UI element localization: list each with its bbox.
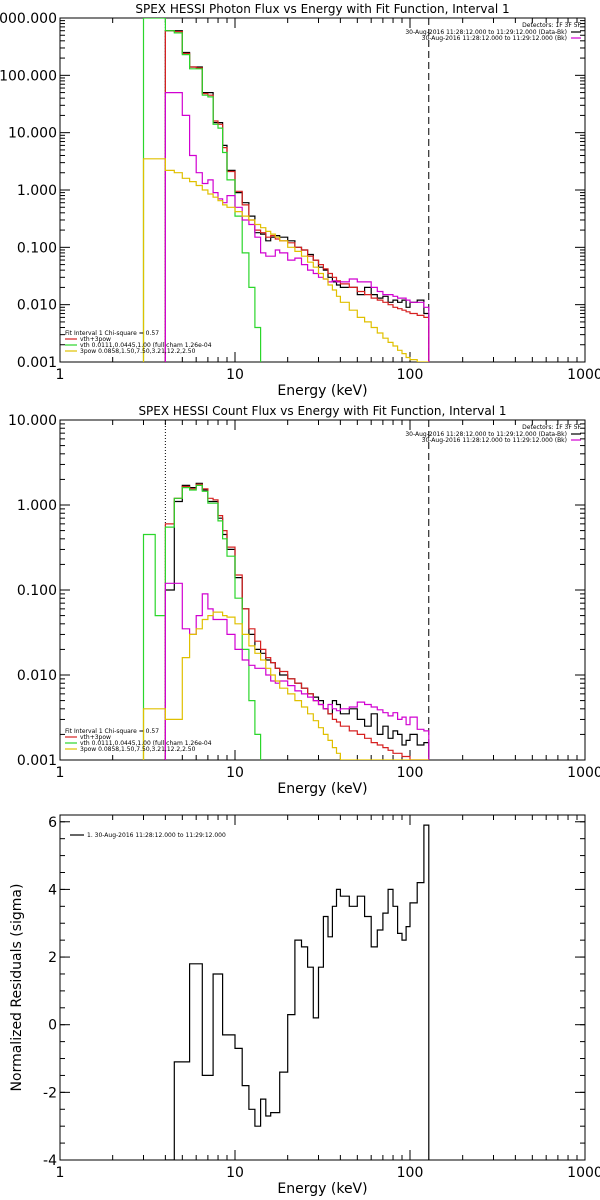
count-series-2 <box>142 484 262 760</box>
count-x-tick-label: 100 <box>397 765 424 781</box>
count-y-tick-label: 10.000 <box>8 413 57 429</box>
count-panel: SPEX HESSI Count Flux vs Energy with Fit… <box>8 404 600 797</box>
photon-series-2 <box>142 18 262 362</box>
count-series-1 <box>164 483 429 760</box>
photon-fit-legend-row: 3pow 0.0858,1.50,7.50,3.21,12.2,2.50 <box>80 348 196 355</box>
photon-y-tick-label: 1.000 <box>17 183 57 199</box>
photon-legend-row: 30-Aug-2016 11:28:12.000 to 11:29:12.000… <box>405 29 567 36</box>
count-fit-legend-header: Fit Interval 1 Chi-square = 0.57 <box>65 728 159 735</box>
resid-frame <box>59 814 586 1161</box>
resid-y-tick-label: 4 <box>48 882 57 898</box>
resid-y-axis-label: Normalized Residuals (sigma) <box>9 884 25 1092</box>
photon-fit-legend-row: vth+3pow <box>80 336 111 343</box>
photon-frame <box>59 17 586 363</box>
photon-series-3 <box>164 92 430 362</box>
photon-y-tick-label: 100.000 <box>0 68 57 84</box>
photon-fit-legend-header: Fit Interval 1 Chi-square = 0.57 <box>65 330 159 337</box>
count-series-3 <box>164 582 430 760</box>
resid-series-group <box>165 824 430 1160</box>
photon-y-tick-label: 10.000 <box>8 126 57 142</box>
resid-x-tick-label: 1 <box>56 1165 65 1181</box>
photon-x-tick-label: 10 <box>226 367 244 383</box>
resid-y-tick-label: 6 <box>48 815 57 831</box>
count-legend-row: 30-Aug-2016 11:28:12.000 to 11:29:12.000… <box>405 431 567 438</box>
photon-y-tick-label: 0.001 <box>17 355 57 371</box>
resid-y-tick-label: 0 <box>48 1018 57 1034</box>
resid-x-tick-label: 100 <box>397 1165 424 1181</box>
photon-panel: SPEX HESSI Photon Flux vs Energy with Fi… <box>0 2 600 399</box>
count-frame <box>59 419 586 761</box>
photon-legend-header: Detectors: 1F 3F 5F <box>522 22 581 29</box>
resid-legend-row: 1. 30-Aug-2016 11:28:12.000 to 11:29:12.… <box>87 832 226 839</box>
photon-series-4 <box>142 158 429 362</box>
photon-y-tick-label: 0.100 <box>17 240 57 256</box>
count-fit-legend-row: vth+3pow <box>80 734 111 741</box>
photon-x-axis-label: Energy (keV) <box>277 383 367 399</box>
count-x-tick-label: 1 <box>56 765 65 781</box>
photon-fit-legend-row: vth 0.0111,0.0445,1.00 (full cham 1.26e-… <box>80 342 212 349</box>
count-y-tick-label: 1.000 <box>17 498 57 514</box>
resid-y-tick-label: 2 <box>48 950 57 966</box>
photon-y-tick-label: 1000.000 <box>0 11 57 27</box>
count-x-tick-label: 10 <box>226 765 244 781</box>
photon-series-0 <box>164 30 430 362</box>
count-fit-legend-row: 3pow 0.0858,1.50,7.50,3.21,12.2,2.50 <box>80 746 196 753</box>
photon-x-tick-label: 100 <box>397 367 424 383</box>
resid-panel: 1 10 100 1000 Energy (keV) -4 -2 0 2 4 6 Normalized… <box>9 814 600 1197</box>
count-y-tick-label: 0.100 <box>17 583 57 599</box>
resid-series-0 <box>165 824 430 1160</box>
resid-y-tick-label: -4 <box>43 1153 57 1169</box>
count-series-0 <box>164 482 430 760</box>
resid-x-tick-label: 10 <box>226 1165 244 1181</box>
count-series-group <box>142 482 430 760</box>
count-y-tick-label: 0.001 <box>17 753 57 769</box>
count-fit-legend-row: vth 0.0111,0.0445,1.00 (full cham 1.26e-… <box>80 740 212 747</box>
count-title: SPEX HESSI Count Flux vs Energy with Fit… <box>138 404 506 418</box>
photon-x-tick-label: 1000 <box>567 367 600 383</box>
resid-x-axis-label: Energy (keV) <box>277 1181 367 1197</box>
count-series-4 <box>142 611 429 760</box>
photon-series-1 <box>164 30 430 362</box>
photon-x-tick-label: 1 <box>56 367 65 383</box>
photon-series-group <box>142 18 430 362</box>
resid-x-tick-label: 1000 <box>567 1165 600 1181</box>
count-y-tick-label: 0.010 <box>17 668 57 684</box>
count-legend-header: Detectors: 1F 3F 5F <box>522 424 581 431</box>
photon-title: SPEX HESSI Photon Flux vs Energy with Fi… <box>135 2 509 16</box>
count-x-axis-label: Energy (keV) <box>277 781 367 797</box>
resid-y-tick-label: -2 <box>43 1085 57 1101</box>
count-legend-row: 30-Aug-2016 11:28:12.000 to 11:29:12.000… <box>422 437 567 444</box>
count-x-tick-label: 1000 <box>567 765 600 781</box>
photon-y-tick-label: 0.010 <box>17 298 57 314</box>
photon-legend-row: 30-Aug-2016 11:28:12.000 to 11:29:12.000… <box>422 35 567 42</box>
